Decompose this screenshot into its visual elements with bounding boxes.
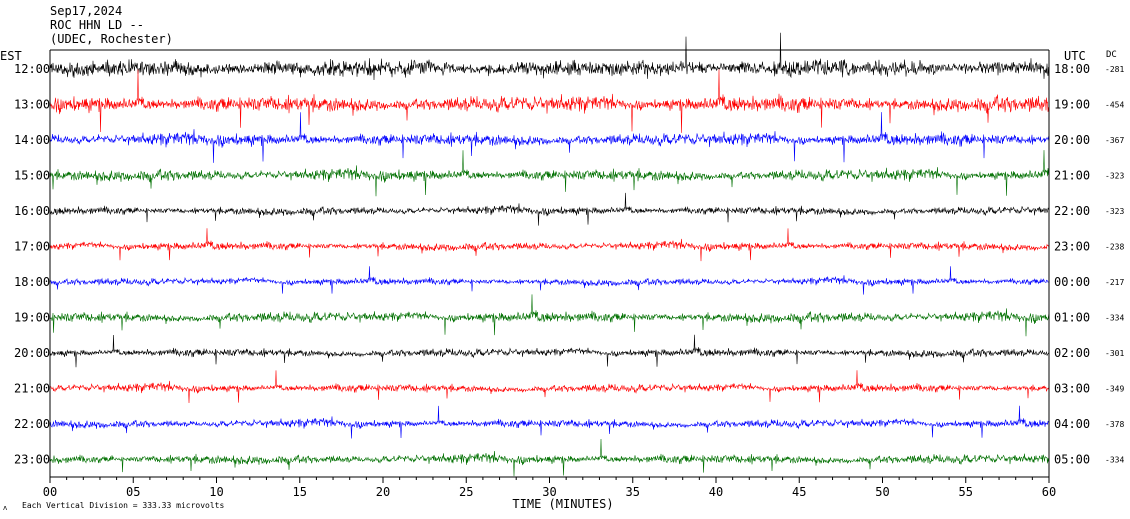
x-tick-label: 60 <box>1042 485 1056 499</box>
header-station: ROC HHN LD -- <box>50 18 144 32</box>
dc-offset-label: -334 <box>1105 456 1124 465</box>
dc-offset-label: -217 <box>1105 278 1124 287</box>
trace-line <box>50 228 1049 262</box>
est-hour-label: 16:00 <box>14 204 50 218</box>
est-hour-label: 17:00 <box>14 240 50 254</box>
dc-offset-label: -301 <box>1105 349 1124 358</box>
dc-offset-label: -367 <box>1105 136 1124 145</box>
est-hour-label: 18:00 <box>14 275 50 289</box>
dc-labels: -281 -454 -367 -323 -323 -238 -217 -334 -301 -349… <box>1105 65 1124 465</box>
dc-offset-label: -238 <box>1105 243 1124 252</box>
x-tick-label: 30 <box>542 485 556 499</box>
x-tick-label: 15 <box>293 485 307 499</box>
x-tick-label: 20 <box>376 485 390 499</box>
trace-line <box>50 266 1049 295</box>
header-date: Sep17,2024 <box>50 4 123 18</box>
utc-hour-label: 18:00 <box>1054 62 1090 76</box>
est-hour-label: 19:00 <box>14 311 50 325</box>
dc-offset-label: -378 <box>1105 420 1124 429</box>
utc-hour-label: 00:00 <box>1054 275 1090 289</box>
header-location: (UDEC, Rochester) <box>50 32 173 46</box>
trace-line <box>50 150 1049 197</box>
trace-line <box>50 69 1049 133</box>
est-hour-label: 13:00 <box>14 98 50 112</box>
est-hour-label: 12:00 <box>14 62 50 76</box>
trace-line <box>50 294 1049 337</box>
x-axis: 00 05 10 15 20 25 30 35 40 45 50 55 60 <box>43 477 1056 499</box>
trace-group <box>50 32 1049 477</box>
utc-hour-label: 20:00 <box>1054 133 1090 147</box>
trace-line <box>50 405 1049 439</box>
x-tick-label: 05 <box>126 485 140 499</box>
dc-offset-label: -323 <box>1105 207 1124 216</box>
est-hour-label: 22:00 <box>14 417 50 431</box>
utc-hour-label: 03:00 <box>1054 382 1090 396</box>
est-label: EST <box>0 49 22 63</box>
x-axis-title: TIME (MINUTES) <box>512 497 613 511</box>
dc-offset-label: -323 <box>1105 172 1124 181</box>
trace-line <box>50 370 1049 404</box>
utc-hour-label: 21:00 <box>1054 169 1090 183</box>
trace-line <box>50 192 1049 226</box>
utc-hour-label: 04:00 <box>1054 417 1090 431</box>
est-hour-label: 23:00 <box>14 453 50 467</box>
trace-line <box>50 32 1049 81</box>
x-tick-label: 50 <box>875 485 889 499</box>
est-labels: 12:00 13:00 14:00 15:00 16:00 17:00 18:00 19:00… <box>14 62 50 467</box>
footer-note: Each Vertical Division = 333.33 microvol… <box>22 501 224 510</box>
x-tick-label: 25 <box>459 485 473 499</box>
x-tick-label: 35 <box>626 485 640 499</box>
dc-offset-label: -454 <box>1105 101 1124 110</box>
utc-hour-label: 22:00 <box>1054 204 1090 218</box>
dc-offset-label: -349 <box>1105 385 1124 394</box>
dc-label: DC <box>1106 50 1117 60</box>
utc-label: UTC <box>1064 49 1086 63</box>
dc-offset-label: -281 <box>1105 65 1124 74</box>
est-hour-label: 15:00 <box>14 169 50 183</box>
x-tick-label: 40 <box>709 485 723 499</box>
est-hour-label: 21:00 <box>14 382 50 396</box>
est-hour-label: 20:00 <box>14 346 50 360</box>
x-tick-label: 00 <box>43 485 57 499</box>
utc-labels: 18:00 19:00 20:00 21:00 22:00 23:00 00:00 01:00… <box>1054 62 1090 467</box>
trace-line <box>50 438 1049 477</box>
est-hour-label: 14:00 <box>14 133 50 147</box>
x-tick-label: 45 <box>792 485 806 499</box>
trace-line <box>50 334 1049 368</box>
utc-hour-label: 01:00 <box>1054 311 1090 325</box>
utc-hour-label: 23:00 <box>1054 240 1090 254</box>
trace-line <box>50 112 1049 163</box>
plot-frame <box>49 49 1050 478</box>
x-tick-label: 55 <box>959 485 973 499</box>
utc-hour-label: 05:00 <box>1054 453 1090 467</box>
utc-hour-label: 19:00 <box>1054 98 1090 112</box>
x-tick-label: 10 <box>209 485 223 499</box>
utc-hour-label: 02:00 <box>1054 346 1090 360</box>
dc-offset-label: -334 <box>1105 314 1124 323</box>
logo-mark: ʌ <box>3 504 7 512</box>
